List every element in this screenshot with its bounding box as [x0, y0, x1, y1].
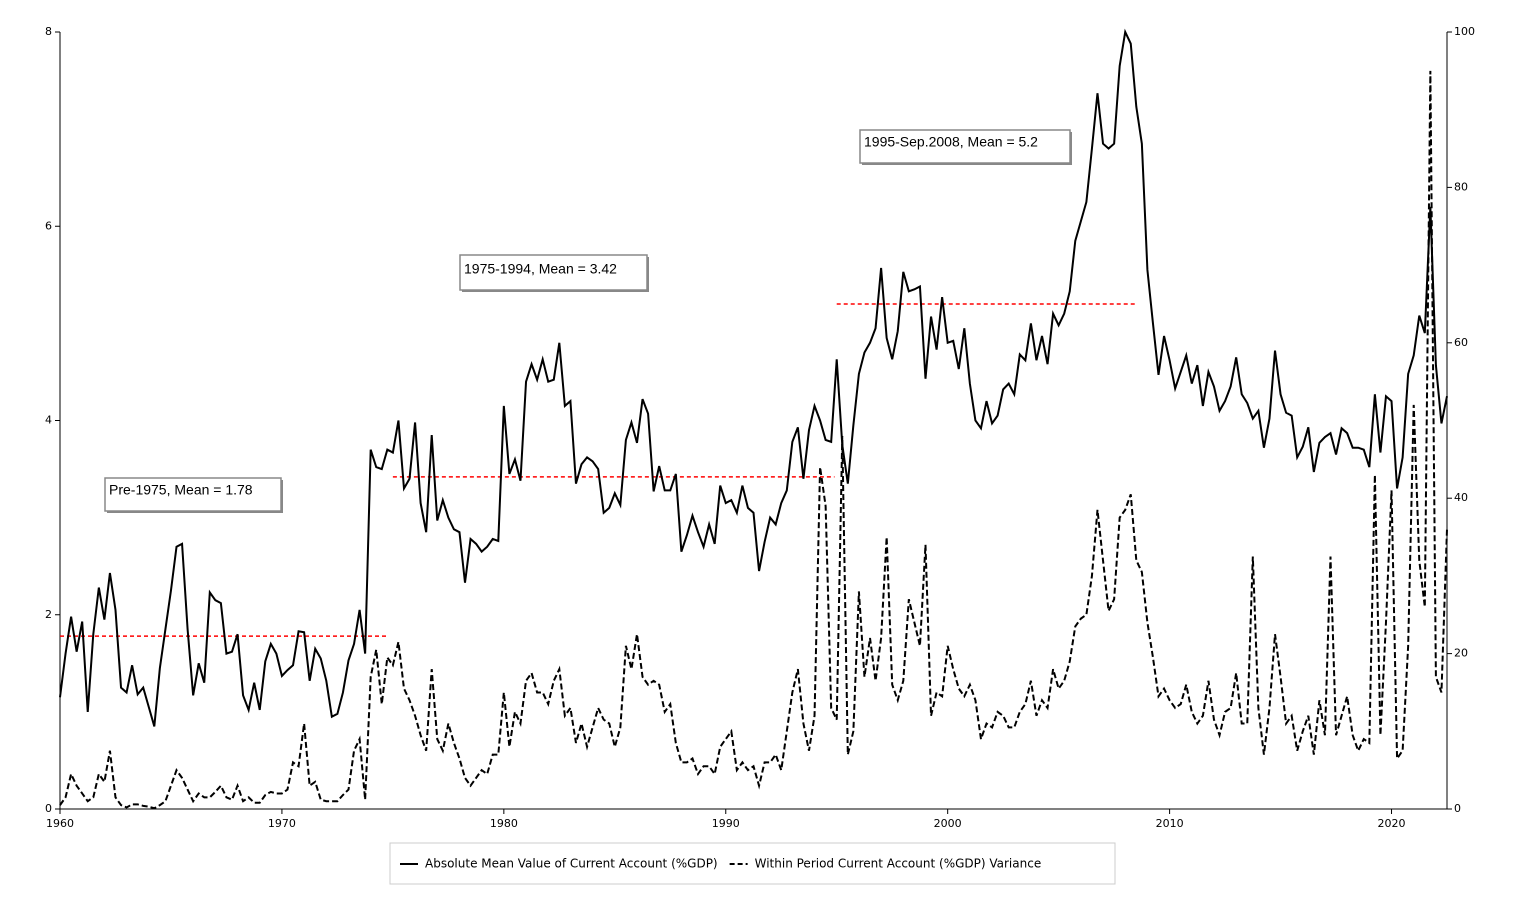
legend-label: Absolute Mean Value of Current Account (… — [425, 857, 718, 871]
x-tick-label: 2010 — [1156, 817, 1184, 830]
annotation: 1975-1994, Mean = 3.42 — [464, 261, 617, 277]
y2-tick-label: 60 — [1454, 336, 1468, 349]
legend: Absolute Mean Value of Current Account (… — [389, 842, 1116, 885]
y2-tick-label: 0 — [1454, 802, 1461, 815]
y2-tick-label: 20 — [1454, 647, 1468, 660]
x-tick-label: 1990 — [712, 817, 740, 830]
x-tick-label: 1970 — [268, 817, 296, 830]
annotation: 1995-Sep.2008, Mean = 5.2 — [864, 134, 1038, 150]
legend-box — [389, 842, 1116, 885]
annotation-box — [104, 477, 282, 512]
annotations: Pre-1975, Mean = 1.78 1975-1994, Mean = … — [104, 129, 1072, 513]
y2-tick-label: 40 — [1454, 491, 1468, 504]
series-line — [59, 70, 1448, 810]
y-tick-label: 4 — [45, 414, 52, 427]
y-tick-label: 0 — [45, 802, 52, 815]
annotation-box — [859, 129, 1071, 164]
y-tick-label: 6 — [45, 219, 52, 232]
x-tick-label: 1960 — [46, 817, 74, 830]
annotation: Pre-1975, Mean = 1.78 — [109, 482, 253, 498]
series-line — [59, 28, 1448, 727]
x-tick-label: 1980 — [490, 817, 518, 830]
y2-tick-label: 100 — [1454, 25, 1475, 38]
x-tick-label: 2000 — [934, 817, 962, 830]
y-tick-label: 8 — [45, 25, 52, 38]
y-tick-label: 2 — [45, 608, 52, 621]
annotation-box — [459, 254, 648, 291]
x-tick-label: 2020 — [1378, 817, 1406, 830]
legend-label: Within Period Current Account (%GDP) Var… — [755, 857, 1042, 871]
y2-tick-label: 80 — [1454, 180, 1468, 193]
